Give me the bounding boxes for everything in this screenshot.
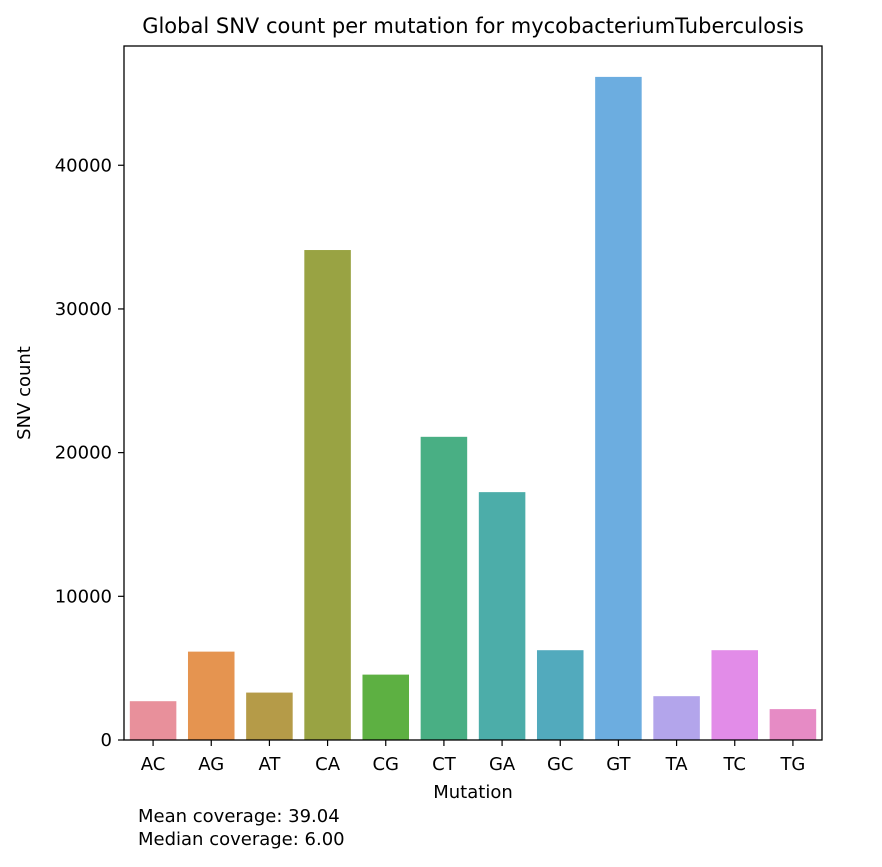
bar-ag — [187, 651, 235, 740]
x-tick-label: CG — [372, 754, 399, 775]
x-tick-label: TC — [722, 754, 746, 775]
x-tick-label: AT — [258, 754, 281, 775]
y-tick-label: 0 — [101, 730, 112, 751]
x-tick-label: AC — [141, 754, 166, 775]
bar-ta — [653, 696, 700, 740]
y-axis: 0 10000 20000 30000 40000 — [55, 155, 124, 751]
x-tick-label: CT — [432, 754, 457, 775]
y-axis-label: SNV count — [14, 346, 35, 440]
x-tick-label: GC — [547, 754, 574, 775]
bar-ca — [304, 250, 351, 740]
bar-cg — [362, 674, 410, 740]
bar-tc — [711, 650, 759, 740]
bar-ct — [420, 436, 468, 740]
x-tick-label: GT — [606, 754, 631, 775]
mean-coverage-note: Mean coverage: 39.04 — [138, 806, 340, 827]
y-tick-label: 10000 — [55, 586, 112, 607]
bars-group — [129, 76, 817, 740]
bar-gt — [595, 76, 642, 740]
x-axis-label: Mutation — [433, 782, 513, 803]
bar-gc — [536, 650, 584, 740]
y-tick-label: 20000 — [55, 443, 112, 464]
bar-ga — [478, 492, 526, 740]
x-tick-label: TG — [779, 754, 805, 775]
chart-title: Global SNV count per mutation for mycoba… — [142, 14, 804, 38]
x-tick-label: CA — [315, 754, 341, 775]
bar-ac — [129, 701, 177, 740]
bar-at — [246, 692, 293, 740]
x-tick-label: TA — [665, 754, 689, 775]
plot-frame — [123, 45, 823, 741]
x-tick-label: GA — [489, 754, 516, 775]
x-tick-label: AG — [198, 754, 224, 775]
y-tick-label: 30000 — [55, 299, 112, 320]
bar-tg — [769, 709, 817, 740]
median-coverage-note: Median coverage: 6.00 — [138, 829, 345, 850]
x-axis: AC AG AT CA CG CT GA GC GT TA TC TG — [141, 740, 805, 775]
y-tick-label: 40000 — [55, 155, 112, 176]
